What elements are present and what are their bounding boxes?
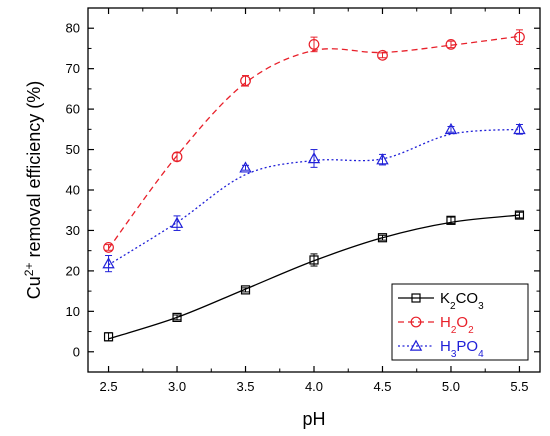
legend-box xyxy=(391,283,529,361)
y-tick-label: 70 xyxy=(66,61,80,76)
data-point xyxy=(377,233,388,243)
legend-label: K2CO3 xyxy=(440,290,484,312)
y-tick-label: 10 xyxy=(66,304,80,319)
x-tick-label: 5.0 xyxy=(442,379,460,394)
data-point xyxy=(514,210,525,220)
data-point xyxy=(377,49,388,61)
series-group-1 xyxy=(103,29,525,253)
data-point xyxy=(308,39,320,50)
series-line xyxy=(108,35,520,250)
y-tick-label: 50 xyxy=(66,142,80,157)
data-point xyxy=(514,31,525,43)
series-group-2 xyxy=(102,122,526,273)
data-point xyxy=(171,151,183,163)
data-point xyxy=(103,332,114,342)
y-tick-label: 0 xyxy=(73,344,80,359)
y-tick-label: 60 xyxy=(66,102,80,117)
x-axis-title: pH xyxy=(302,409,325,429)
x-tick-label: 4.5 xyxy=(373,379,391,394)
x-tick-label: 4.0 xyxy=(305,379,323,394)
x-tick-label: 3.0 xyxy=(168,379,186,394)
data-point xyxy=(172,312,182,322)
y-tick-label: 40 xyxy=(66,183,80,198)
x-tick-label: 2.5 xyxy=(100,379,118,394)
legend-marker xyxy=(409,339,423,351)
data-point xyxy=(445,39,457,50)
x-tick-label: 5.5 xyxy=(510,379,528,394)
data-point xyxy=(376,153,389,165)
series-group-0 xyxy=(103,210,525,342)
data-point xyxy=(239,161,252,173)
legend-marker xyxy=(411,293,421,303)
legend-label: H3PO4 xyxy=(440,338,484,360)
y-tick-label: 80 xyxy=(66,21,80,36)
legend-label: H2O2 xyxy=(440,314,474,336)
y-axis-title: Cu2+ removal efficiency (%) xyxy=(22,81,44,299)
data-point xyxy=(170,216,184,228)
data-point xyxy=(444,122,458,135)
data-point xyxy=(446,215,456,225)
data-point xyxy=(240,285,251,295)
data-point xyxy=(103,242,114,253)
x-tick-label: 3.5 xyxy=(236,379,254,394)
y-tick-label: 30 xyxy=(66,223,80,238)
y-tick-label: 20 xyxy=(66,263,80,278)
data-point xyxy=(513,122,526,135)
data-point xyxy=(240,75,251,87)
data-point xyxy=(102,257,115,269)
data-point xyxy=(309,255,319,265)
data-point xyxy=(307,152,321,164)
legend-marker xyxy=(410,316,422,328)
